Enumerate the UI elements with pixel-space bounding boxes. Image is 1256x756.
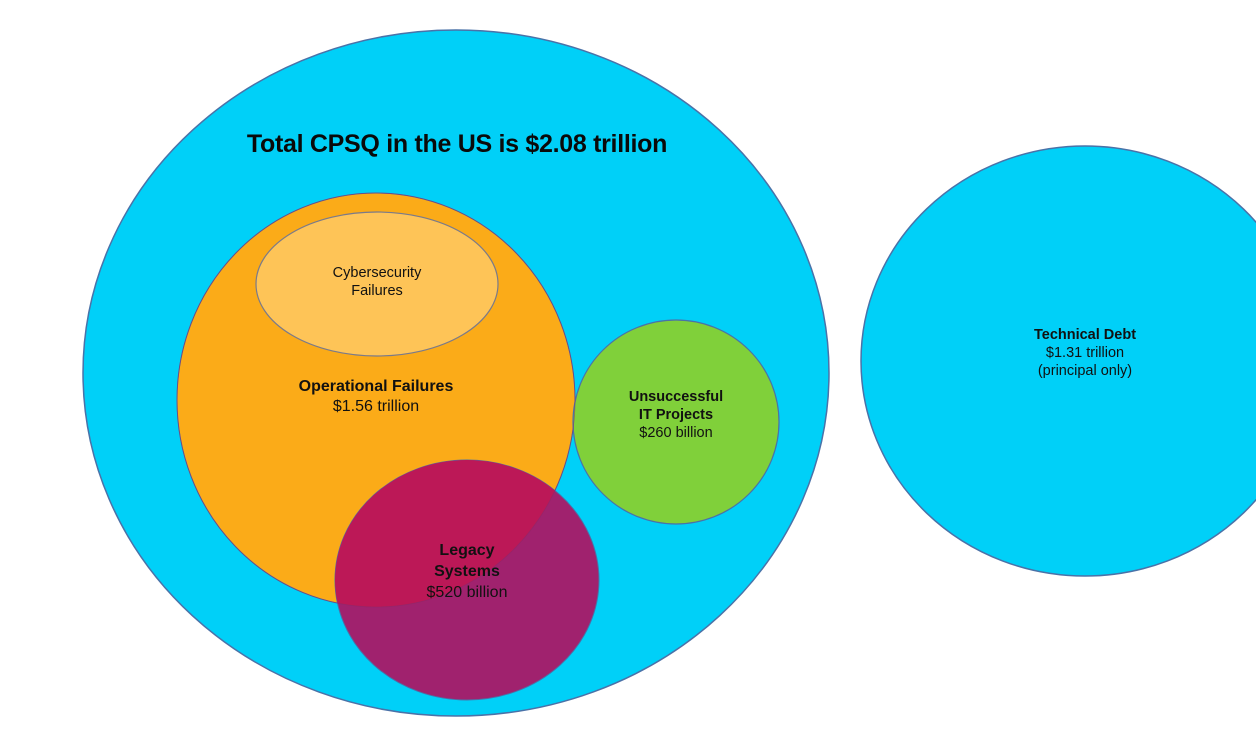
it-projects-line1: Unsuccessful [628, 389, 724, 405]
legacy-line2: Systems [434, 562, 500, 580]
legacy-label: Legacy Systems $520 billion [427, 541, 508, 603]
cybersecurity-line1: Cybersecurity [332, 265, 422, 281]
technical-debt-name: Technical Debt [1033, 327, 1137, 343]
it-projects-line2: IT Projects [638, 407, 714, 424]
legacy-value: $520 billion [426, 583, 508, 601]
technical-debt-value: $1.31 trillion [1045, 345, 1125, 362]
technical-debt-circle [860, 145, 1256, 577]
legacy-line1: Legacy [439, 542, 495, 559]
cybersecurity-label: Cybersecurity Failures [333, 264, 422, 300]
operational-name: Operational Failures [298, 378, 454, 395]
operational-value: $1.56 trillion [332, 398, 420, 415]
operational-label: Operational Failures $1.56 trillion [299, 377, 454, 417]
it-projects-circle [572, 319, 780, 525]
diagram-title: Total CPSQ in the US is $2.08 trillion [246, 130, 668, 158]
it-projects-label: Unsuccessful IT Projects $260 billion [629, 388, 723, 442]
it-projects-value: $260 billion [639, 425, 713, 442]
cybersecurity-failures-ellipse [255, 211, 499, 357]
technical-debt-label: Technical Debt $1.31 trillion (principal… [1034, 326, 1136, 380]
cybersecurity-line2: Failures [351, 283, 403, 300]
legacy-operational-overlap [335, 460, 575, 607]
technical-debt-note: (principal only) [1037, 363, 1133, 380]
